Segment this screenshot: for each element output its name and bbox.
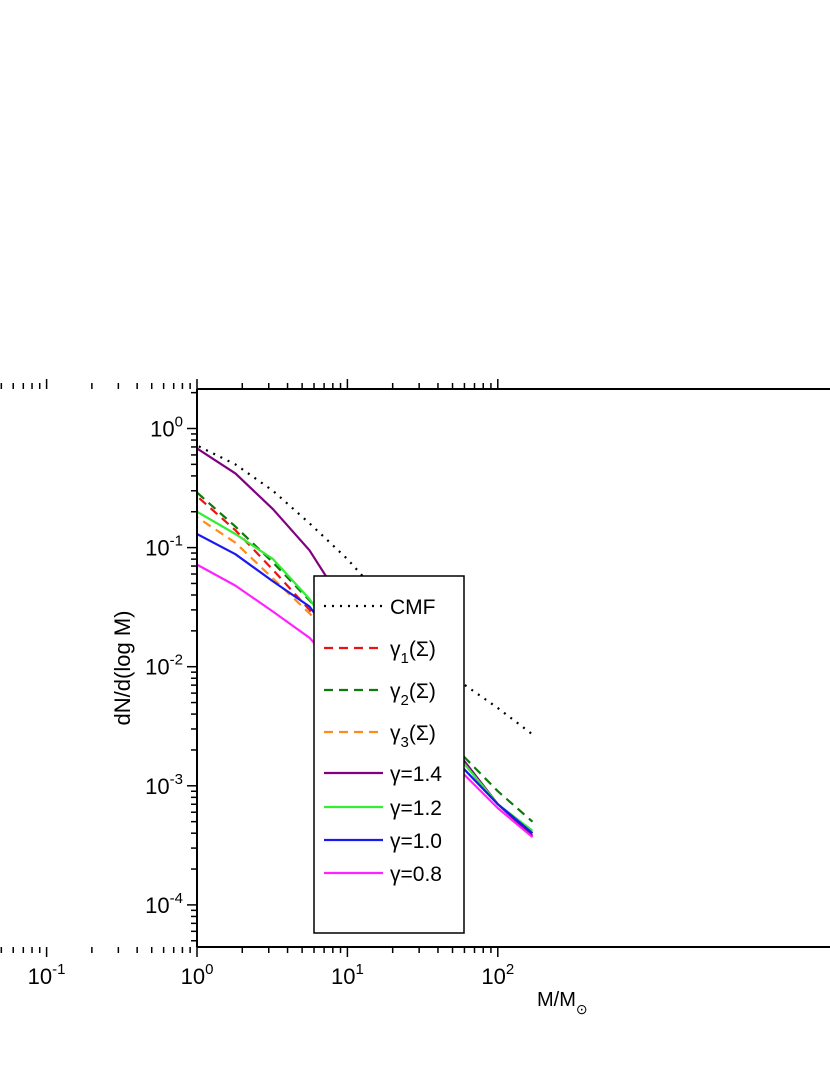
y-axis-title: dN/d(log M): [110, 611, 135, 726]
legend: CMF γ1(Σ) γ2(Σ) γ3(Σ) γ=1.4 γ=1.2 γ=1.0 γ=0.8: [313, 575, 465, 934]
legend-label-5: γ=1.4: [390, 763, 442, 786]
legend-label-8: γ=0.8: [390, 863, 442, 886]
legend-label-6: γ=1.2: [390, 797, 442, 820]
legend-label-4: γ3(Σ): [390, 722, 436, 751]
y-tick-label: 10-4: [145, 890, 183, 918]
x-axis-title: M/M⊙: [537, 989, 588, 1017]
x-axis-title-subscript: ⊙: [576, 1001, 588, 1017]
y-tick-label: 10-1: [145, 533, 183, 561]
x-tick-label: 10-1: [28, 961, 66, 989]
legend-label-3: γ2(Σ): [390, 680, 436, 709]
y-tick-label: 10-2: [145, 652, 183, 680]
legend-label-7: γ=1.0: [390, 830, 442, 853]
y-tick-label: 100: [150, 414, 183, 442]
x-tick-label: 100: [181, 961, 214, 989]
x-tick-label: 101: [331, 961, 364, 989]
y-tick-label: 10-3: [145, 771, 183, 799]
x-tick-label: 102: [481, 961, 514, 989]
legend-label-1: CMF: [390, 596, 436, 619]
legend-label-2: γ1(Σ): [390, 638, 436, 667]
x-axis-title-main: M/M: [537, 989, 576, 1011]
